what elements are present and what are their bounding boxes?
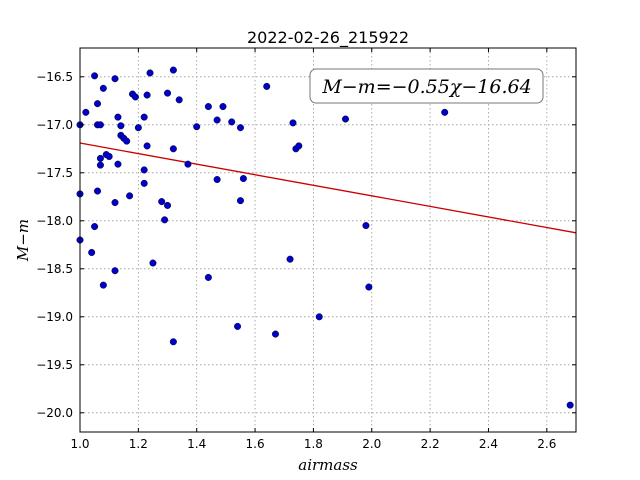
data-point <box>99 84 107 92</box>
x-tick-label: 1.4 <box>187 437 206 451</box>
data-point <box>82 108 90 116</box>
data-point <box>295 142 303 150</box>
data-point <box>566 401 574 409</box>
data-point <box>213 116 221 124</box>
data-point <box>158 198 166 206</box>
data-point <box>315 313 323 321</box>
data-point <box>131 93 139 101</box>
fit-line <box>79 142 577 234</box>
data-point <box>114 160 122 168</box>
data-point <box>204 103 212 111</box>
data-point <box>441 108 449 116</box>
data-point <box>91 223 99 231</box>
data-point <box>111 75 119 83</box>
data-point <box>289 119 297 127</box>
data-point <box>239 175 247 183</box>
x-tick-label: 1.6 <box>246 437 265 451</box>
data-point <box>263 82 271 90</box>
y-tick-label: −19.5 <box>36 358 73 372</box>
x-tick-label: 2.4 <box>479 437 498 451</box>
grid-layer <box>79 48 576 432</box>
data-point <box>94 100 102 108</box>
data-point <box>105 152 113 160</box>
data-point <box>228 118 236 126</box>
data-point <box>96 161 104 169</box>
data-point <box>175 96 183 104</box>
y-tick-label: −16.5 <box>36 70 73 84</box>
data-point <box>236 197 244 205</box>
data-point <box>123 137 131 145</box>
data-point <box>193 123 201 131</box>
data-point <box>88 248 96 256</box>
data-point <box>96 121 104 129</box>
data-point <box>111 267 119 275</box>
equation-label: M−m=−0.55χ−16.64 <box>321 76 531 98</box>
data-point <box>146 69 154 77</box>
data-point <box>219 103 227 111</box>
y-axis-ticks: −16.5 −17.0 −17.5 −18.0 −18.5 −19.0 −19.5 −20.0 <box>36 70 576 420</box>
point-layer <box>76 66 574 409</box>
data-point <box>96 154 104 162</box>
x-axis-ticks: 1.0 1.2 1.4 1.6 1.8 2.0 2.2 2.4 2.6 <box>70 48 556 451</box>
y-tick-label: −18.0 <box>36 214 73 228</box>
chart-title: 2022-02-26_215922 <box>247 28 409 48</box>
data-point <box>161 216 169 224</box>
y-tick-label: −17.5 <box>36 166 73 180</box>
data-point <box>99 281 107 289</box>
data-point <box>149 259 157 267</box>
data-point <box>342 115 350 123</box>
data-point <box>117 122 125 130</box>
y-tick-label: −17.0 <box>36 118 73 132</box>
x-tick-label: 2.2 <box>421 437 440 451</box>
data-point <box>140 166 148 174</box>
data-point <box>114 113 122 121</box>
data-point <box>213 176 221 184</box>
data-point <box>164 89 172 97</box>
y-tick-label: −20.0 <box>36 406 73 420</box>
x-tick-label: 1.2 <box>129 437 148 451</box>
y-axis-label: M−m <box>14 219 32 262</box>
data-point <box>94 187 102 195</box>
data-point <box>111 199 119 207</box>
data-point <box>365 283 373 291</box>
x-tick-label: 2.6 <box>537 437 556 451</box>
y-tick-label: −19.0 <box>36 310 73 324</box>
data-point <box>143 91 151 99</box>
data-point <box>362 222 370 230</box>
data-point <box>271 330 279 338</box>
data-point <box>143 142 151 150</box>
data-point <box>91 72 99 80</box>
equation-box-frame <box>309 68 544 104</box>
data-point <box>140 179 148 187</box>
x-tick-label: 1.8 <box>304 437 323 451</box>
data-point <box>169 338 177 346</box>
x-tick-label: 1.0 <box>70 437 89 451</box>
data-point <box>126 192 134 200</box>
data-point <box>164 201 172 209</box>
data-point <box>169 66 177 74</box>
data-point <box>204 273 212 281</box>
data-point <box>236 124 244 132</box>
data-point <box>286 255 294 263</box>
data-point <box>234 322 242 330</box>
equation-box: M−m=−0.55χ−16.64 <box>309 68 544 104</box>
data-point <box>184 160 192 168</box>
x-tick-label: 2.0 <box>362 437 381 451</box>
x-axis-label: airmass <box>298 456 358 474</box>
y-tick-label: −18.5 <box>36 262 73 276</box>
data-point <box>140 113 148 121</box>
plot-frame <box>79 47 577 433</box>
data-point <box>169 145 177 153</box>
data-point <box>134 124 142 132</box>
fit-layer <box>79 142 577 234</box>
